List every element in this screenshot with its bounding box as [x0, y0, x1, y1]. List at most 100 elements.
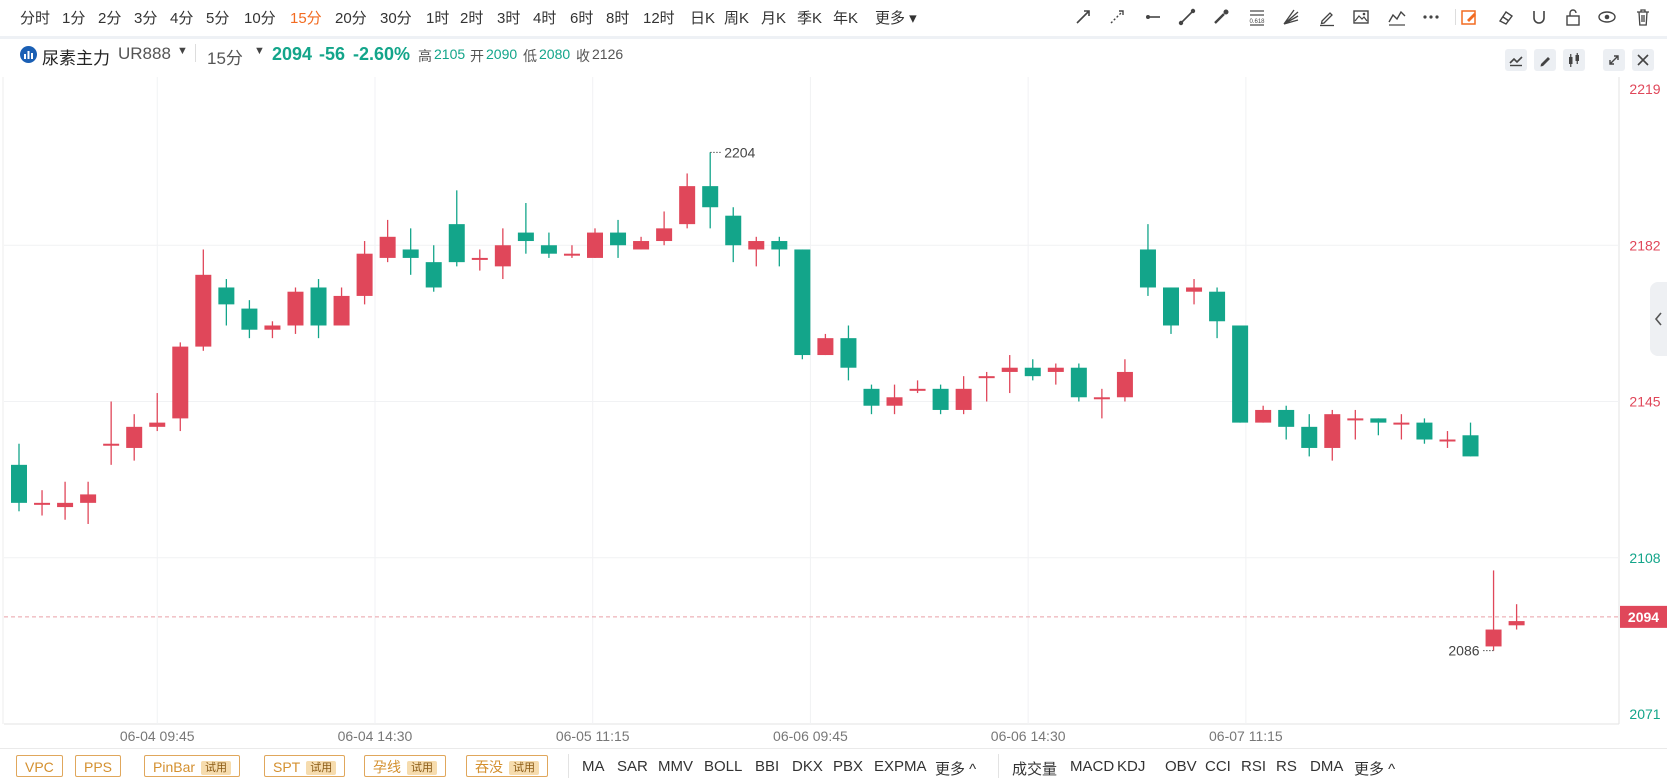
period-7[interactable]: 15分	[290, 10, 322, 27]
magnet-icon[interactable]	[1528, 6, 1550, 28]
period-18[interactable]: 周K	[724, 10, 750, 27]
candle[interactable]	[748, 241, 765, 250]
period-2[interactable]: 2分	[98, 10, 122, 27]
fullscreen-icon[interactable]	[1603, 49, 1625, 71]
period-3[interactable]: 3分	[134, 10, 158, 27]
gann-fan-icon[interactable]	[1280, 6, 1302, 28]
candle[interactable]	[1163, 287, 1179, 326]
sub-indicator-1[interactable]: MACD	[1070, 758, 1115, 775]
sub-indicator-5[interactable]: RSI	[1241, 758, 1267, 775]
candle[interactable]	[863, 388, 880, 406]
period-11[interactable]: 2时	[460, 10, 484, 27]
period-dropdown-icon[interactable]: ▼	[254, 45, 265, 57]
period-12[interactable]: 3时	[497, 10, 521, 27]
sub-indicator-0[interactable]: 成交量	[1012, 761, 1058, 778]
indicator-vpc[interactable]: VPC	[16, 755, 63, 777]
candle[interactable]	[1116, 371, 1133, 398]
candle[interactable]	[702, 186, 719, 208]
period-14[interactable]: 6时	[570, 10, 594, 27]
candle[interactable]	[840, 338, 857, 368]
candle[interactable]	[932, 388, 949, 410]
period-1[interactable]: 1分	[62, 10, 86, 27]
dashed-ray-icon[interactable]	[1106, 6, 1128, 28]
candle[interactable]	[679, 186, 696, 225]
period-19[interactable]: 月K	[761, 10, 787, 27]
trend-line-icon[interactable]	[1072, 6, 1094, 28]
candle[interactable]	[126, 426, 143, 448]
period-0[interactable]: 分时	[20, 10, 51, 27]
period-16[interactable]: 12时	[643, 10, 675, 27]
period-15[interactable]: 8时	[606, 10, 630, 27]
candle[interactable]	[1186, 287, 1203, 292]
indicator-pps[interactable]: PPS	[75, 755, 122, 777]
indicator-spt[interactable]: SPT 试用	[264, 755, 346, 777]
pencil-icon[interactable]	[1316, 6, 1338, 28]
main-indicator-2[interactable]: MMV	[658, 758, 693, 775]
candle[interactable]	[1209, 291, 1226, 322]
candle[interactable]	[471, 257, 488, 260]
candle[interactable]	[287, 291, 304, 326]
main-indicator-5[interactable]: DKX	[792, 758, 823, 775]
candle[interactable]	[149, 422, 166, 427]
sub-indicator-7[interactable]: DMA	[1310, 758, 1344, 775]
side-panel-toggle[interactable]	[1650, 282, 1667, 356]
candle[interactable]	[172, 346, 189, 419]
symbol-code[interactable]: UR888	[118, 44, 171, 63]
main-indicator-6[interactable]: PBX	[833, 758, 864, 775]
candle[interactable]	[1047, 367, 1064, 372]
period-4[interactable]: 4分	[170, 10, 194, 27]
eye-icon[interactable]	[1596, 6, 1618, 28]
sub-indicator-8[interactable]: 更多 ^	[1354, 761, 1396, 778]
candle[interactable]	[494, 245, 511, 267]
candle[interactable]	[218, 287, 235, 305]
candle[interactable]	[540, 245, 557, 254]
candle[interactable]	[80, 494, 97, 503]
sub-indicator-2[interactable]: KDJ	[1117, 758, 1146, 775]
candle[interactable]	[656, 228, 673, 242]
candle[interactable]	[1485, 629, 1502, 647]
symbol-name[interactable]: 尿素主力	[42, 49, 110, 68]
sub-indicator-4[interactable]: CCI	[1205, 758, 1231, 775]
lock-icon[interactable]	[1562, 6, 1584, 28]
main-indicator-1[interactable]: SAR	[617, 758, 648, 775]
candle[interactable]	[402, 249, 419, 258]
candle[interactable]	[955, 388, 972, 410]
candle[interactable]	[1393, 422, 1410, 425]
trash-icon[interactable]	[1632, 6, 1654, 28]
period-5[interactable]: 5分	[206, 10, 230, 27]
candle[interactable]	[1301, 426, 1318, 448]
candle[interactable]	[448, 224, 465, 263]
period-10[interactable]: 1时	[426, 10, 450, 27]
close-icon[interactable]	[1632, 49, 1654, 71]
candle[interactable]	[241, 308, 258, 330]
main-indicator-3[interactable]: BOLL	[704, 758, 743, 775]
candle[interactable]	[103, 443, 120, 446]
candle[interactable]	[11, 464, 27, 503]
brush-icon[interactable]	[1210, 6, 1232, 28]
candle[interactable]	[57, 502, 74, 508]
candle[interactable]	[587, 232, 603, 258]
horizontal-ray-icon[interactable]	[1142, 6, 1164, 28]
candle[interactable]	[1232, 325, 1249, 423]
candle[interactable]	[34, 502, 51, 505]
drawing-edit-icon[interactable]	[1534, 49, 1556, 71]
candle[interactable]	[1324, 414, 1341, 448]
candle[interactable]	[909, 388, 926, 391]
more-tools-icon[interactable]	[1420, 6, 1442, 28]
candle[interactable]	[425, 262, 442, 288]
candle[interactable]	[886, 397, 903, 406]
period-9[interactable]: 30分	[380, 10, 412, 27]
indicator-pinbar[interactable]: PinBar 试用	[144, 755, 241, 777]
wave-icon[interactable]	[1386, 6, 1408, 28]
main-indicator-0[interactable]: MA	[582, 758, 605, 775]
candle[interactable]	[563, 253, 580, 256]
candle[interactable]	[978, 376, 995, 379]
candle[interactable]	[1255, 409, 1272, 423]
candle[interactable]	[1462, 435, 1479, 457]
period-6[interactable]: 10分	[244, 10, 276, 27]
candle[interactable]	[1024, 367, 1041, 377]
candle[interactable]	[1439, 439, 1456, 442]
candle[interactable]	[725, 215, 742, 246]
candle[interactable]	[1370, 418, 1387, 423]
candle[interactable]	[264, 325, 281, 330]
